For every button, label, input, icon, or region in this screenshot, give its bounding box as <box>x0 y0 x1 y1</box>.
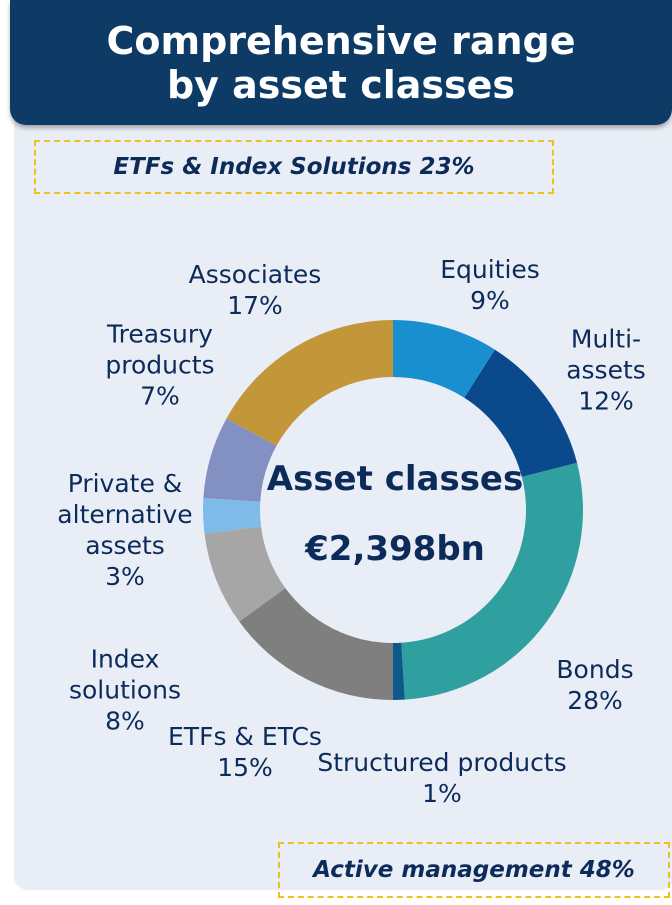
annotation: Active management 48% <box>278 842 670 898</box>
donut-segment <box>401 462 583 700</box>
category-label: Multi-assets <box>566 324 646 385</box>
annotation: ETFs & Index Solutions 23% <box>34 140 554 194</box>
segment-label: Bonds 28% <box>535 654 655 716</box>
segment-label: Treasury products 7% <box>85 319 235 412</box>
segment-label: Equities 9% <box>420 254 560 316</box>
donut-segment <box>393 642 405 700</box>
value-label: 1% <box>422 779 462 808</box>
value-label: 28% <box>567 686 623 715</box>
category-label: Index solutions <box>68 644 182 705</box>
value-label: 7% <box>140 381 180 411</box>
value-label: 12% <box>578 386 634 416</box>
segment-label: Index solutions 8% <box>55 644 195 737</box>
category-label: Equities <box>440 255 540 284</box>
category-label: Private & alternative assets <box>57 469 193 560</box>
segment-label: Structured products 1% <box>292 747 592 809</box>
donut-segment <box>239 588 393 700</box>
value-label: 3% <box>105 562 145 591</box>
donut-segment <box>204 526 286 622</box>
value-label: 15% <box>217 753 273 782</box>
donut-segment <box>226 320 393 446</box>
category-label: ETFs & ETCs <box>168 722 322 751</box>
donut-segment <box>203 418 277 502</box>
segment-label: Private & alternative assets 3% <box>45 468 205 592</box>
center-value: €2,398bn <box>304 529 485 569</box>
donut-segment <box>393 320 495 398</box>
value-label: 9% <box>470 286 510 315</box>
segment-label: Multi-assets 12% <box>551 324 661 417</box>
category-label: Bonds <box>556 655 634 684</box>
category-label: Structured products <box>317 748 567 777</box>
value-label: 8% <box>105 706 145 736</box>
segment-label: Associates 17% <box>175 259 335 321</box>
category-label: Associates <box>188 260 322 289</box>
category-label: Treasury products <box>105 319 215 380</box>
segment-label: ETFs & ETCs 15% <box>160 721 330 783</box>
header: Comprehensive range by asset classes <box>10 0 672 125</box>
center-title: Asset classes <box>267 459 523 499</box>
value-label: 17% <box>227 291 283 320</box>
chart-title: Comprehensive range by asset classes <box>106 18 576 107</box>
donut-segment <box>203 498 262 534</box>
donut-segment <box>464 349 578 477</box>
